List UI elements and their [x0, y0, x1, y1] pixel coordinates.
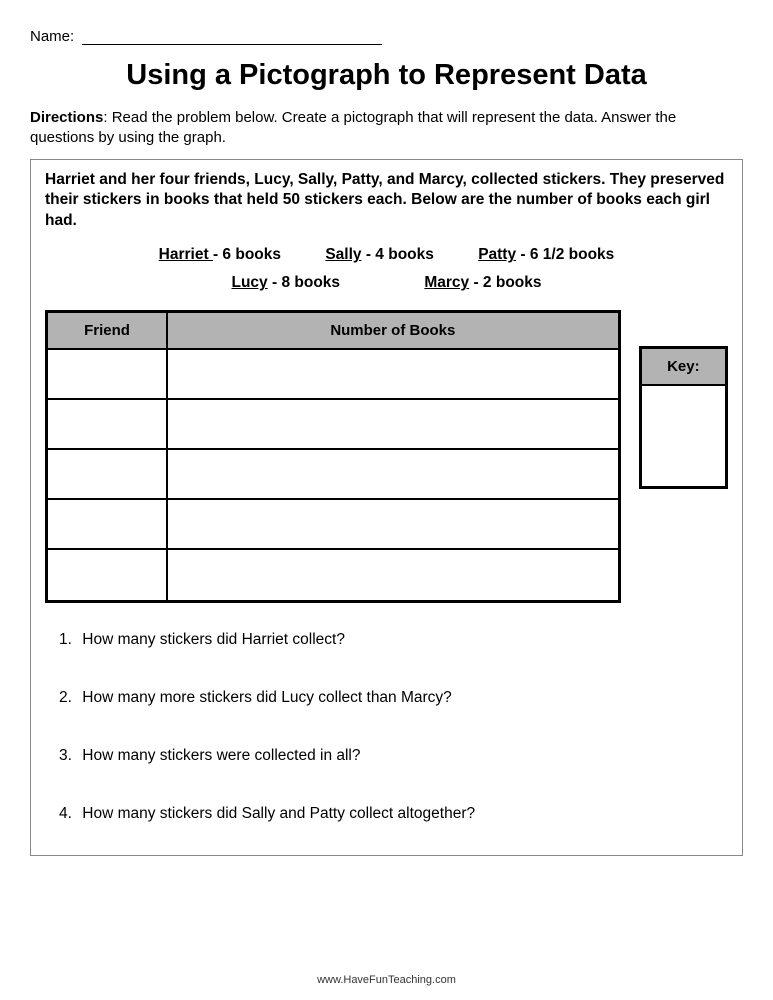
data-value: - 8 books [272, 274, 340, 291]
question-3: 3. How many stickers were collected in a… [59, 747, 728, 765]
data-item: Harriet - 6 books [159, 246, 281, 264]
table-row[interactable] [48, 550, 618, 600]
question-text: How many more stickers did Lucy collect … [82, 689, 452, 706]
friend-cell[interactable] [48, 400, 168, 448]
table-row[interactable] [48, 350, 618, 400]
data-item: Sally - 4 books [325, 246, 434, 264]
table-row[interactable] [48, 450, 618, 500]
footer-url: www.HaveFunTeaching.com [0, 974, 773, 986]
data-row-1: Harriet - 6 books Sally - 4 books Patty … [45, 246, 728, 264]
question-1: 1. How many stickers did Harriet collect… [59, 631, 728, 649]
data-value: - 6 books [213, 246, 281, 263]
data-name: Harriet [159, 246, 213, 263]
pictograph-table: Friend Number of Books [45, 310, 621, 603]
books-cell[interactable] [168, 500, 618, 548]
header-books: Number of Books [168, 313, 618, 350]
question-4: 4. How many stickers did Sally and Patty… [59, 805, 728, 823]
table-row[interactable] [48, 400, 618, 450]
data-item: Lucy - 8 books [231, 274, 340, 292]
question-text: How many stickers did Harriet collect? [82, 631, 345, 648]
question-number: 4. [59, 805, 72, 822]
data-name: Sally [325, 246, 361, 263]
key-label: Key: [642, 349, 725, 386]
directions: Directions: Read the problem below. Crea… [30, 108, 743, 149]
directions-label: Directions [30, 109, 103, 126]
key-box: Key: [639, 346, 728, 489]
books-cell[interactable] [168, 350, 618, 398]
friend-cell[interactable] [48, 550, 168, 600]
data-item: Patty - 6 1/2 books [478, 246, 614, 264]
books-cell[interactable] [168, 550, 618, 600]
question-2: 2. How many more stickers did Lucy colle… [59, 689, 728, 707]
books-cell[interactable] [168, 400, 618, 448]
data-name: Lucy [231, 274, 267, 291]
name-blank[interactable] [82, 31, 382, 45]
header-friend: Friend [48, 313, 168, 350]
question-text: How many stickers were collected in all? [82, 747, 360, 764]
question-number: 3. [59, 747, 72, 764]
question-text: How many stickers did Sally and Patty co… [82, 805, 475, 822]
data-row-2: Lucy - 8 books Marcy - 2 books [45, 274, 728, 292]
questions-list: 1. How many stickers did Harriet collect… [45, 631, 728, 823]
data-name: Patty [478, 246, 516, 263]
table-row[interactable] [48, 500, 618, 550]
books-cell[interactable] [168, 450, 618, 498]
table-header-row: Friend Number of Books [48, 313, 618, 350]
data-name: Marcy [424, 274, 469, 291]
friend-cell[interactable] [48, 500, 168, 548]
friend-cell[interactable] [48, 450, 168, 498]
data-list: Harriet - 6 books Sally - 4 books Patty … [45, 246, 728, 292]
question-number: 2. [59, 689, 72, 706]
question-number: 1. [59, 631, 72, 648]
name-label: Name: [30, 28, 74, 45]
data-item: Marcy - 2 books [424, 274, 541, 292]
friend-cell[interactable] [48, 350, 168, 398]
page-title: Using a Pictograph to Represent Data [30, 59, 743, 92]
data-value: - 4 books [366, 246, 434, 263]
name-field: Name: [30, 28, 743, 45]
data-value: - 6 1/2 books [520, 246, 614, 263]
key-body[interactable] [642, 386, 725, 486]
problem-box: Harriet and her four friends, Lucy, Sall… [30, 159, 743, 857]
problem-text: Harriet and her four friends, Lucy, Sall… [45, 170, 728, 233]
data-value: - 2 books [473, 274, 541, 291]
table-area: Friend Number of Books Key: [45, 310, 728, 603]
directions-text: : Read the problem below. Create a picto… [30, 109, 676, 146]
